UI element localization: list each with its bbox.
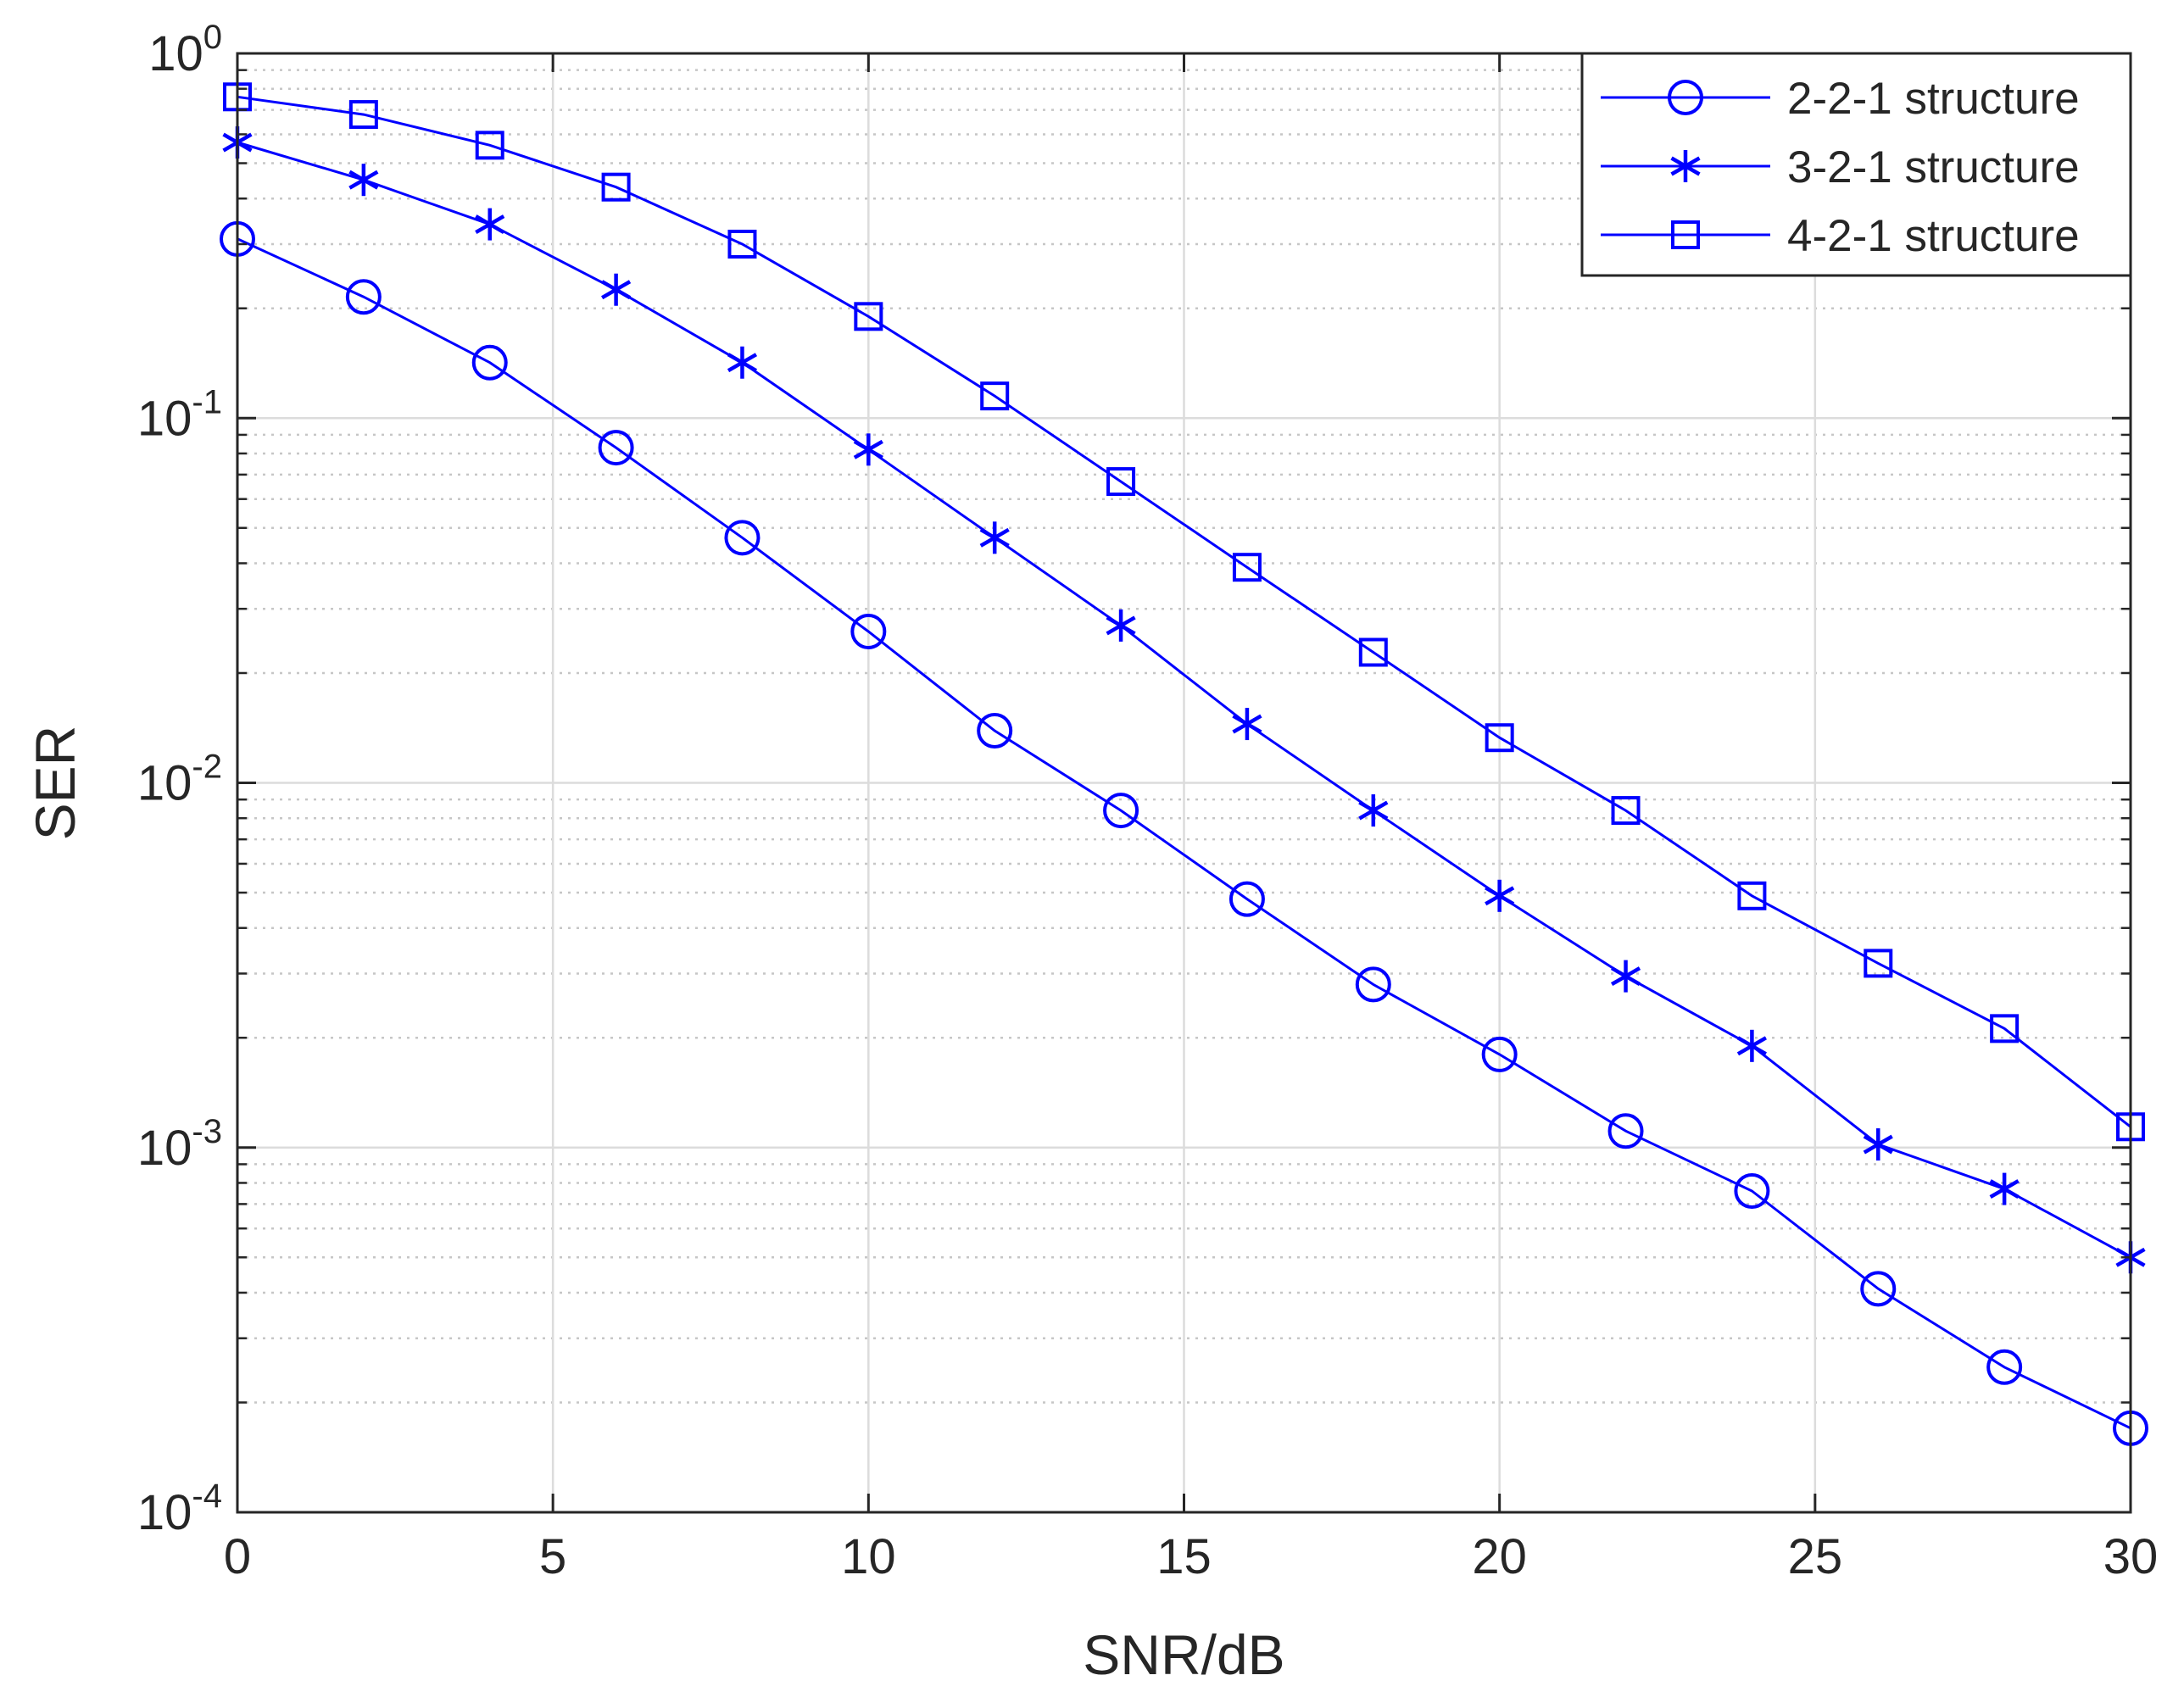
legend-label: 3-2-1 structure (1787, 142, 2080, 192)
circle-marker (1860, 1271, 1897, 1307)
series-3 (223, 82, 2145, 1142)
square-marker (1611, 796, 1641, 826)
legend-item: 2-2-1 structure (1601, 74, 2080, 124)
square-marker (348, 100, 378, 130)
circle-marker (850, 613, 887, 649)
y-tick-label: 100 (148, 19, 222, 81)
circle-marker (1668, 80, 1703, 115)
x-tick-label: 25 (1788, 1529, 1843, 1584)
asterisk-marker (1670, 150, 1701, 182)
series-line (237, 95, 2131, 1128)
square-marker (1737, 881, 1767, 910)
legend: 2-2-1 structure 3-2-1 structure 4-2-1 stru… (1580, 52, 2132, 277)
square-marker (1232, 553, 1262, 582)
circle-marker (1355, 966, 1391, 1003)
legend-item: 4-2-1 structure (1601, 211, 2080, 261)
x-tick-label: 10 (841, 1529, 896, 1584)
asterisk-marker (1232, 708, 1262, 741)
circle-marker (345, 279, 382, 315)
square-marker (1864, 949, 1893, 978)
x-tick-label: 15 (1156, 1529, 1212, 1584)
asterisk-marker (601, 273, 632, 306)
circle-marker (598, 430, 634, 466)
asterisk-marker (348, 164, 379, 197)
square-marker (980, 381, 1010, 411)
circle-marker (1734, 1173, 1770, 1210)
x-tick-label: 0 (224, 1529, 251, 1584)
x-axis-label: SNR/dB (1083, 1623, 1284, 1686)
circle-marker (1986, 1349, 2023, 1385)
circle-marker (724, 520, 760, 556)
legend-label: 2-2-1 structure (1787, 74, 2080, 124)
asterisk-marker (1106, 609, 1136, 642)
asterisk-marker (1863, 1128, 1893, 1161)
circle-marker (1481, 1036, 1518, 1072)
square-marker (1358, 637, 1388, 667)
y-axis-label: SER (24, 726, 86, 841)
square-marker (1106, 467, 1136, 497)
legend-label: 4-2-1 structure (1787, 211, 2080, 261)
asterisk-marker (1736, 1029, 1767, 1062)
x-tick-label: 20 (1472, 1529, 1527, 1584)
square-marker (727, 229, 757, 259)
asterisk-marker (853, 433, 883, 466)
series-1 (220, 220, 2148, 1446)
y-tick-label: 10-4 (137, 1478, 222, 1540)
square-marker (1485, 723, 1514, 753)
asterisk-marker (1989, 1172, 2020, 1205)
series-line (237, 141, 2131, 1259)
asterisk-marker (475, 208, 505, 241)
x-tick-label: 5 (539, 1529, 566, 1584)
square-marker (1671, 220, 1700, 249)
asterisk-marker (727, 346, 758, 379)
y-axis-ticks: 100 10-1 10-2 10-3 10-4 (137, 19, 222, 1540)
y-tick-label: 10-1 (137, 383, 222, 446)
square-marker (854, 302, 883, 331)
circle-marker (1103, 793, 1139, 829)
square-marker (475, 131, 504, 160)
major-grid (237, 53, 2131, 1512)
circle-marker (1228, 881, 1265, 917)
legend-item: 3-2-1 structure (1601, 142, 2080, 192)
asterisk-marker (979, 521, 1010, 554)
circle-marker (471, 344, 508, 381)
square-marker (601, 172, 631, 202)
circle-marker (1607, 1113, 1644, 1149)
square-marker (1990, 1014, 2020, 1044)
series-line (237, 237, 2131, 1430)
asterisk-marker (1358, 794, 1389, 827)
x-tick-label: 30 (2103, 1529, 2159, 1584)
asterisk-marker (1485, 879, 1515, 912)
y-tick-label: 10-2 (137, 749, 222, 811)
asterisk-marker (1610, 960, 1641, 993)
y-tick-label: 10-3 (137, 1113, 222, 1176)
circle-marker (977, 712, 1013, 749)
x-axis-ticks: 0 5 10 15 20 25 30 (224, 1529, 2158, 1584)
